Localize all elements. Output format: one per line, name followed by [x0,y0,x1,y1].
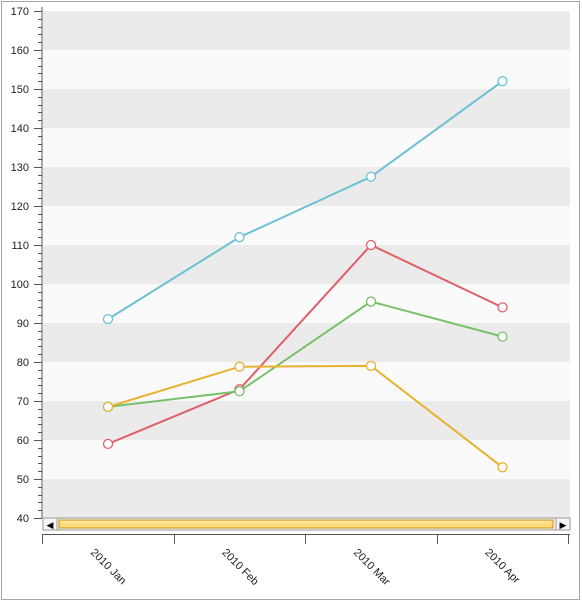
scroll-left-arrow-icon: ◀ [47,521,54,531]
y-tick-label: 160 [11,45,29,57]
x-tick-label: 2010 Feb [219,547,260,588]
data-point [497,76,508,87]
y-tick-label: 50 [17,474,29,486]
series-line [107,300,503,408]
scroll-right-arrow-icon: ▶ [560,521,567,531]
scrollbar-thumb[interactable] [58,519,554,529]
data-point [497,302,508,313]
x-tick-label: 2010 Mar [351,547,393,589]
x-axis: 2010 Jan 2010 Feb 2010 Mar 2010 Apr [42,534,570,589]
grid-band [43,206,570,245]
data-point [102,401,114,413]
x-tick-label: 2010 Jan [88,547,128,587]
horizontal-scrollbar[interactable]: ◀ ▶ [42,517,571,531]
y-tick-label: 60 [17,435,29,447]
grid-band [43,479,570,518]
y-axis: 40 50 60 70 80 90 100 110 120 130 140 150 160 170 [11,6,43,525]
scrollbar-left-button[interactable] [42,517,58,531]
grid-band [43,89,570,128]
series-layer [102,76,508,473]
grid-band [43,167,570,206]
grid-band [43,362,570,401]
data-point [497,331,508,342]
series-line [107,243,503,445]
grid-band [43,323,570,362]
grid-band [43,50,570,89]
data-point [234,361,245,372]
y-tick-label: 140 [11,123,29,135]
data-point [497,462,508,473]
series-line [107,364,504,469]
x-tick-label: 2010 Apr [482,547,522,587]
data-point [102,438,114,450]
data-point [234,386,245,397]
y-tick-label: 150 [11,84,29,96]
data-point [365,360,377,372]
y-tick-label: 70 [17,396,29,408]
series-4 [102,360,508,473]
grid-band [43,11,570,50]
y-tick-label: 80 [17,357,29,369]
series-1 [102,76,508,325]
y-tick-label: 100 [11,279,29,291]
series-line [107,80,504,320]
y-tick-label: 40 [17,513,29,525]
data-point [234,232,245,243]
data-point [102,313,114,325]
grid-band [43,440,570,479]
y-tick-label: 120 [11,201,29,213]
data-point [365,296,377,307]
data-point [365,171,377,182]
grid-band [43,128,570,167]
y-tick-label: 90 [17,318,29,330]
grid-band [43,401,570,440]
y-tick-label: 130 [11,162,29,174]
y-tick-label: 170 [11,6,29,18]
scrollbar-right-button[interactable] [555,517,571,531]
grid-band [43,245,570,284]
data-point [365,239,377,251]
y-tick-label: 110 [11,240,29,252]
grid-bands [43,11,570,518]
